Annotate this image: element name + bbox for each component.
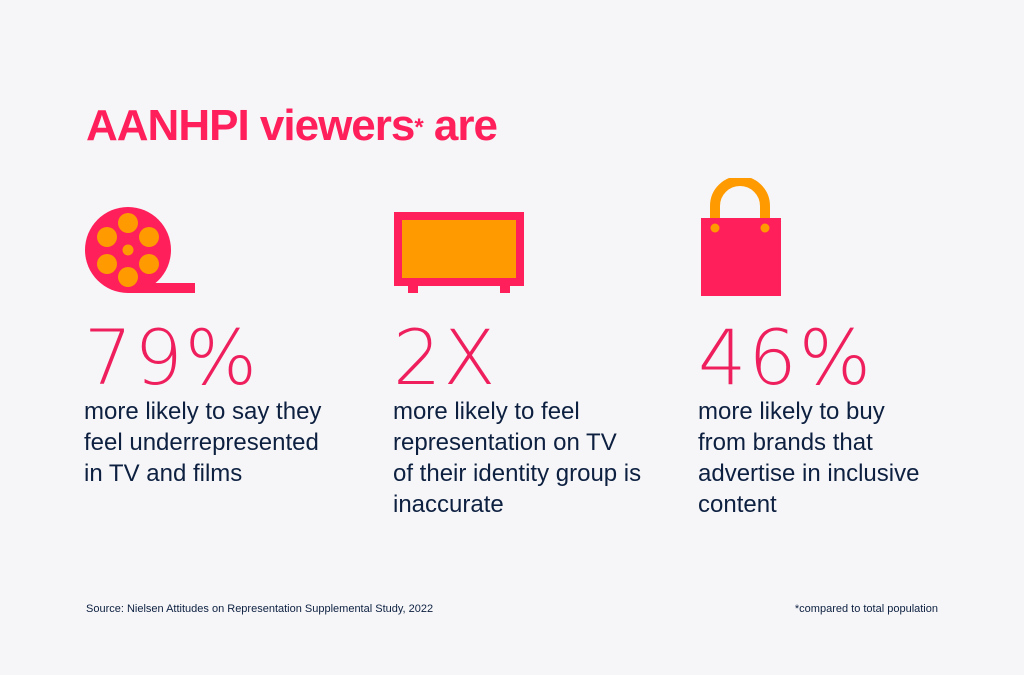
- stat-value-2: 2X: [393, 313, 498, 402]
- heading-text: AANHPI viewers: [86, 101, 415, 150]
- heading-suffix: are: [422, 101, 498, 150]
- source-footnote: Source: Nielsen Attitudes on Representat…: [86, 603, 434, 615]
- stat-description-2: more likely to feel representation on TV…: [393, 398, 642, 518]
- stat-description-3: more likely to buy from brands that adve…: [698, 398, 920, 518]
- stat-value-3: 46%: [698, 313, 873, 402]
- television-icon: [394, 212, 526, 294]
- film-reel-icon: [84, 206, 198, 296]
- stat-value-1: 79%: [84, 313, 259, 402]
- shopping-bag-icon: [698, 178, 784, 298]
- stat-description-1: more likely to say they feel underrepres…: [84, 398, 322, 487]
- page-title: AANHPI viewers* are: [86, 100, 498, 152]
- asterisk-footnote: *compared to total population: [794, 603, 938, 615]
- heading-asterisk: *: [414, 114, 423, 141]
